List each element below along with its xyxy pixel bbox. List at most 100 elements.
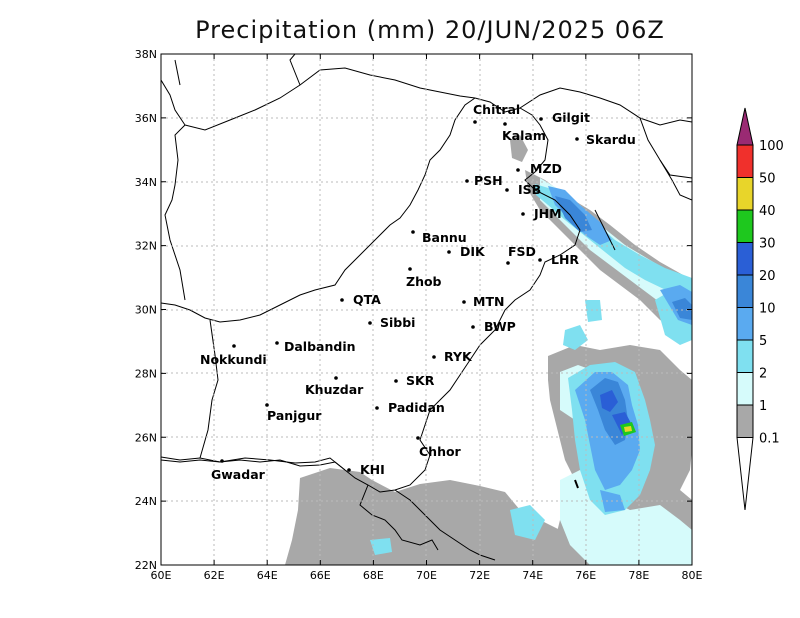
city-label: Chitral: [473, 102, 520, 117]
loc-line: [594, 209, 616, 251]
lon-tick-label: 70E: [416, 569, 437, 582]
lon-tick-label: 60E: [151, 569, 172, 582]
colorbar-label: 20: [759, 269, 776, 284]
lat-tick-label: 36N: [135, 112, 157, 125]
precip-cyan-5: [510, 505, 545, 540]
china-border: [519, 87, 692, 126]
latitude-axis: 22N 24N 26N 28N 30N 32N 34N 36N 38N: [135, 48, 692, 572]
precip-gray-kalam: [510, 135, 528, 162]
city-marker: [432, 355, 436, 359]
map-title: Precipitation (mm) 20/JUN/2025 06Z: [195, 16, 665, 44]
city-label: BWP: [484, 319, 516, 334]
city-marker: [220, 459, 224, 463]
city-label: MZD: [530, 161, 562, 176]
colorbar-segment: [736, 144, 754, 178]
lon-tick-label: 62E: [204, 569, 225, 582]
precip-cyan-2: [585, 300, 602, 322]
city-marker: [516, 168, 520, 172]
city-label: Sibbi: [380, 315, 415, 330]
colorbar-top-arrow: [736, 107, 754, 146]
city-label: FSD: [508, 244, 536, 259]
city-marker: [538, 258, 542, 262]
lon-tick-label: 80E: [682, 569, 703, 582]
city-label: ISB: [518, 182, 541, 197]
precip-cyan-4: [370, 538, 392, 555]
lat-tick-label: 30N: [135, 304, 157, 317]
city-label: Zhob: [406, 274, 442, 289]
colorbar-label: 1: [759, 399, 767, 414]
precip-darkblue-3: [672, 298, 692, 320]
city-marker: [503, 122, 507, 126]
city-label: PSH: [474, 173, 503, 188]
makran-coast: [161, 457, 346, 471]
city-label: Bannu: [422, 230, 467, 245]
city-label: DIK: [460, 244, 486, 259]
colorbar-segment: [736, 339, 754, 373]
city-marker: [473, 120, 477, 124]
colorbar-label: 30: [759, 237, 776, 252]
gujarat-coast: [359, 484, 439, 551]
city-marker: [275, 341, 279, 345]
precip-blue20-1: [600, 390, 618, 412]
city-labels: Chitral Gilgit Kalam Skardu MZD PSH ISB JHM Bann…: [200, 102, 636, 482]
city-label: MTN: [473, 294, 504, 309]
city-marker: [408, 267, 412, 271]
city-label: QTA: [353, 292, 381, 307]
colorbar-segment: [736, 209, 754, 243]
city-marker: [462, 300, 466, 304]
city-marker: [334, 376, 338, 380]
lat-tick-label: 34N: [135, 176, 157, 189]
gridlines: [161, 54, 692, 565]
city-label: Kalam: [502, 128, 546, 143]
colorbar-segment: [736, 372, 754, 406]
colorbar-label: 5: [759, 334, 767, 349]
lon-tick-label: 78E: [628, 569, 649, 582]
colorbar-segment: [736, 242, 754, 276]
city-marker: [375, 406, 379, 410]
colorbar-segment: [736, 177, 754, 211]
lon-tick-label: 66E: [310, 569, 331, 582]
city-marker: [232, 344, 236, 348]
lat-tick-label: 26N: [135, 431, 157, 444]
colorbar-label: 50: [759, 172, 776, 187]
city-label: Dalbandin: [284, 339, 356, 354]
lon-tick-label: 64E: [257, 569, 278, 582]
city-marker: [539, 117, 543, 121]
city-label: Chhor: [419, 444, 462, 459]
precip-darkblue-2: [555, 196, 592, 232]
colorbar-segment: [736, 307, 754, 341]
city-marker: [575, 137, 579, 141]
city-marker: [347, 468, 351, 472]
lon-tick-label: 72E: [469, 569, 490, 582]
kashmir-border: [639, 117, 692, 179]
lat-tick-label: 22N: [135, 559, 157, 572]
afghan-border: [161, 97, 476, 323]
colorbar-bottom-arrow: [736, 437, 754, 511]
lon-tick-label: 76E: [575, 569, 596, 582]
longitude-axis: 60E 62E 64E 66E 68E 70E 72E 74E 76E 78E 80E: [151, 54, 703, 582]
city-label: Skardu: [586, 132, 636, 147]
city-label: KHI: [360, 462, 385, 477]
colorbar-label: 40: [759, 204, 776, 219]
city-marker: [447, 250, 451, 254]
colorbar-label: 10: [759, 302, 776, 317]
city-marker: [368, 321, 372, 325]
city-marker: [505, 188, 509, 192]
city-marker: [340, 298, 344, 302]
city-label: Gilgit: [552, 110, 590, 125]
city-marker: [394, 379, 398, 383]
lon-tick-label: 74E: [522, 569, 543, 582]
ladakh-line: [659, 159, 692, 201]
city-label: JHM: [533, 206, 562, 221]
city-label: Panjgur: [267, 408, 322, 423]
city-marker: [265, 403, 269, 407]
tajik-border: [289, 54, 301, 86]
city-marker: [521, 212, 525, 216]
city-label: Padidan: [388, 400, 445, 415]
lon-tick-label: 68E: [363, 569, 384, 582]
india-coast: [394, 489, 496, 561]
lat-tick-label: 32N: [135, 240, 157, 253]
colorbar-label: 2: [759, 367, 767, 382]
turkmen-border: [174, 59, 181, 86]
